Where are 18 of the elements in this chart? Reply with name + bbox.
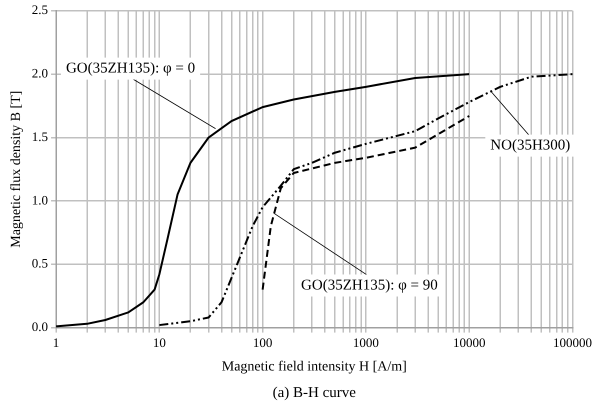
y-tick-label: 0.5 <box>32 256 48 271</box>
x-tick-label: 1000 <box>352 334 379 350</box>
x-tick-label: 1 <box>52 334 60 350</box>
y-tick-label: 1.0 <box>32 192 48 208</box>
y-tick-label: 2.0 <box>32 66 48 81</box>
annotation: NO(35H300) <box>490 138 570 154</box>
x-tick-label: 10 <box>152 334 166 350</box>
text: (a) B-H curve <box>272 385 356 401</box>
y-tick-label: 2.5 <box>32 2 48 18</box>
y-tick-label: 0.0 <box>32 319 48 334</box>
x-tick-label: 100000 <box>553 334 592 350</box>
annotation: GO(35ZH135): φ = 90 <box>301 277 438 294</box>
annotation: GO(35ZH135): φ = 0 <box>66 60 196 77</box>
x-tick-label: 10000 <box>452 334 486 350</box>
y-axis-title: Magnetic flux density B [T] <box>9 90 24 248</box>
x-axis-title: Magnetic field intensity H [A/m] <box>222 359 407 374</box>
y-tick-label: 1.5 <box>32 128 48 144</box>
x-tick-label: 100 <box>252 334 272 350</box>
